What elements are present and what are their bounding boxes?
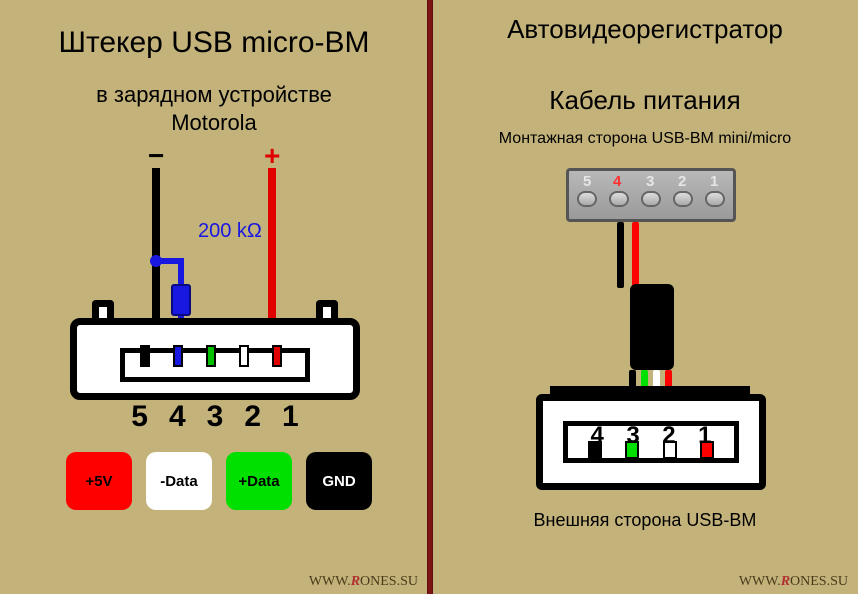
wm-suffix: ONES.SU bbox=[360, 574, 418, 589]
mini-pin-label-1: 1 bbox=[710, 173, 718, 190]
wm-r: R bbox=[781, 574, 790, 589]
micro-pin-4 bbox=[173, 345, 183, 367]
left-title: Штекер USB micro-BM bbox=[0, 26, 428, 60]
mini-pin-4 bbox=[609, 191, 629, 207]
micro-pin-numbers: 5 4 3 2 1 bbox=[70, 400, 360, 434]
pin-num: 1 bbox=[282, 400, 299, 434]
cable-sheath bbox=[630, 284, 674, 370]
pin-num: 5 bbox=[131, 400, 148, 434]
legend-row: +5V -Data +Data GND bbox=[66, 452, 372, 510]
micro-pin-3 bbox=[206, 345, 216, 367]
legend-label: -Data bbox=[160, 473, 198, 490]
legend-dpos: +Data bbox=[226, 452, 292, 510]
usba-num-3: 3 bbox=[626, 422, 639, 450]
mini-pin-label-2: 2 bbox=[678, 173, 686, 190]
mini-pin-5 bbox=[577, 191, 597, 207]
pin-num: 2 bbox=[244, 400, 261, 434]
top-caption: Монтажная сторона USB-BM mini/micro bbox=[432, 130, 858, 148]
junction-node bbox=[150, 255, 162, 267]
legend-dneg: -Data bbox=[146, 452, 212, 510]
left-subtitle-2: Motorola bbox=[0, 110, 428, 136]
resistor-label: 200 kΩ bbox=[198, 220, 262, 243]
right-subtitle: Кабель питания bbox=[432, 85, 858, 116]
strand-black-top bbox=[617, 222, 624, 288]
right-title: Автовидеорегистратор bbox=[432, 14, 858, 45]
usba-numbers: 4 3 2 1 bbox=[568, 422, 734, 450]
microusb-connector bbox=[70, 300, 360, 400]
watermark-right: WWW.RONES.SU bbox=[739, 574, 848, 590]
wm-suffix: ONES.SU bbox=[790, 574, 848, 589]
left-panel: Штекер USB micro-BM в зарядном устройств… bbox=[0, 0, 428, 594]
bottom-caption: Внешняя сторона USB-BM bbox=[432, 510, 858, 531]
mini-pin-label-5: 5 bbox=[583, 173, 591, 190]
legend-label: GND bbox=[322, 473, 355, 490]
wm-prefix: WWW. bbox=[309, 574, 351, 589]
usba-num-4: 4 bbox=[590, 422, 603, 450]
usba-connector: 4 3 2 1 bbox=[536, 394, 766, 490]
wm-prefix: WWW. bbox=[739, 574, 781, 589]
mini-pin-1 bbox=[705, 191, 725, 207]
usba-slot: 4 3 2 1 bbox=[563, 421, 739, 463]
left-subtitle-1: в зарядном устройстве bbox=[0, 82, 428, 108]
mini-pin-label-3: 3 bbox=[646, 173, 654, 190]
micro-pin-5 bbox=[140, 345, 150, 367]
wm-r: R bbox=[351, 574, 360, 589]
miniusb-connector: 5 4 3 2 1 bbox=[566, 168, 736, 222]
micro-pin-1 bbox=[272, 345, 282, 367]
legend-label: +Data bbox=[238, 473, 279, 490]
pin-num: 3 bbox=[207, 400, 224, 434]
pin-num: 4 bbox=[169, 400, 186, 434]
mini-pin-2 bbox=[673, 191, 693, 207]
mini-pin-3 bbox=[641, 191, 661, 207]
usba-num-1: 1 bbox=[698, 422, 711, 450]
usba-num-2: 2 bbox=[662, 422, 675, 450]
mini-pin-label-4: 4 bbox=[613, 173, 621, 190]
legend-gnd: GND bbox=[306, 452, 372, 510]
legend-label: +5V bbox=[85, 473, 112, 490]
legend-5v: +5V bbox=[66, 452, 132, 510]
strand-red-top bbox=[632, 222, 639, 288]
microusb-slot bbox=[120, 348, 310, 382]
watermark-left: WWW.RONES.SU bbox=[309, 574, 418, 590]
right-panel: Автовидеорегистратор Кабель питания Монт… bbox=[432, 0, 858, 594]
micro-pin-2 bbox=[239, 345, 249, 367]
